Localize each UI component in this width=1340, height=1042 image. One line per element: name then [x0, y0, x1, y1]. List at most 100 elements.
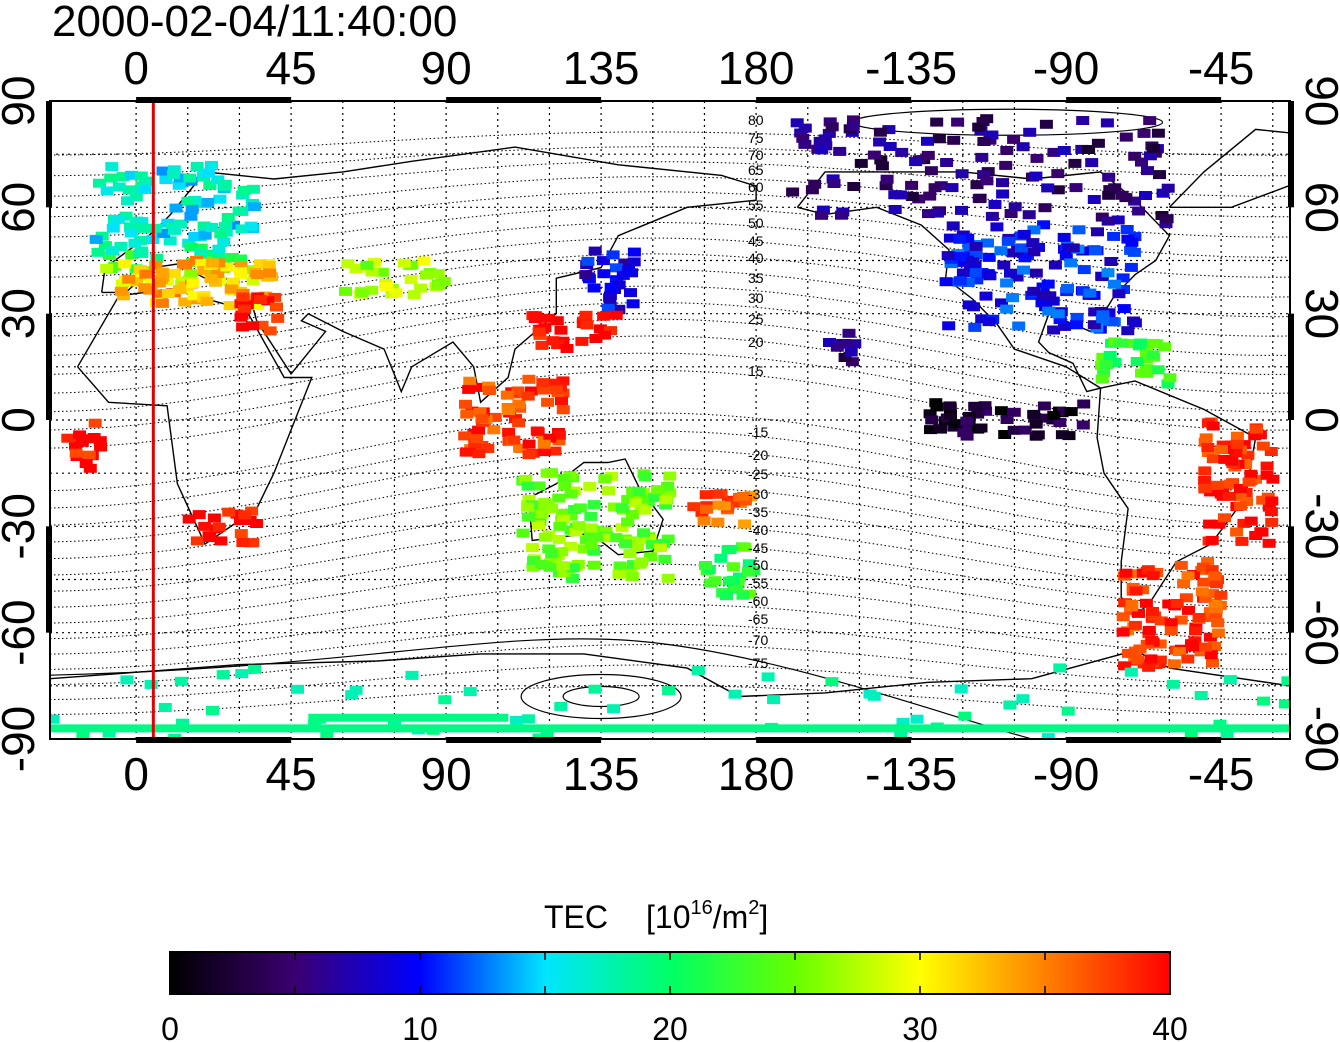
tec-point-south-america-south: [1205, 565, 1219, 575]
tec-point-australia: [643, 534, 657, 544]
colorbar-label: TEC: [544, 899, 608, 935]
tec-point-north-america: [968, 322, 982, 332]
tec-point-brazil-coast: [1215, 444, 1228, 454]
tec-point-brazil-coast: [1256, 441, 1270, 451]
tec-point-canada-alaska: [928, 183, 942, 193]
tec-point-africa-west: [94, 442, 108, 452]
tec-point-equatorial-pacific: [1047, 411, 1061, 420]
tec-point-south-america-south: [1170, 599, 1184, 608]
tec-point-equatorial-pacific: [1055, 430, 1069, 440]
tec-point-antarctica: [510, 716, 524, 725]
tec-point-southern-europe: [114, 286, 128, 296]
tec-point-europe: [138, 184, 152, 194]
tec-point-southern-europe: [118, 259, 132, 269]
tec-point-caribbean: [1158, 342, 1172, 352]
tec-point-equatorial-pacific: [1007, 425, 1021, 435]
tec-point-south-america-south: [1153, 655, 1167, 665]
tec-point-south-america-south: [1145, 635, 1159, 645]
tec-point-antarctica: [896, 717, 910, 727]
tec-point-north-america: [1012, 321, 1026, 331]
tec-point-australia: [555, 547, 569, 557]
tec-point-antarctica: [1194, 691, 1208, 700]
tec-point-southeast-asia: [512, 399, 526, 409]
tec-point-japan: [588, 246, 602, 256]
y-tick-label-left: 0: [0, 407, 44, 433]
tec-point-antarctica: [176, 718, 189, 728]
colorbar-unit-sup1: 16: [690, 897, 712, 919]
tec-point-southeast-asia: [521, 391, 535, 401]
tec-point-canada-alaska: [1047, 147, 1061, 157]
frame-stripe-left: [46, 101, 52, 208]
tec-point-north-america: [943, 233, 957, 243]
tec-point-japan: [603, 293, 617, 303]
tec-point-south-america-south: [1208, 571, 1222, 581]
tec-point-southern-africa: [212, 522, 226, 532]
tec-point-south-america-south: [1181, 654, 1195, 664]
tec-point-southern-europe: [176, 259, 190, 269]
tec-point-southeast-asia: [552, 430, 566, 440]
tec-point-antarctica: [1281, 676, 1290, 686]
tec-point-north-america: [1058, 321, 1071, 331]
tec-point-southern-europe: [204, 274, 218, 284]
x-tick-label-top: 90: [421, 42, 472, 94]
tec-point-europe: [123, 222, 137, 232]
tec-point-australia: [663, 471, 677, 481]
tec-point-north-america: [1001, 236, 1015, 246]
tec-point-brazil-coast: [1265, 517, 1279, 527]
x-tick-label-top: -135: [865, 42, 957, 94]
tec-point-canada-alaska: [1147, 143, 1160, 153]
tec-point-north-america: [956, 268, 970, 278]
tec-point-japan: [604, 282, 618, 292]
tec-point-brazil-coast: [1242, 477, 1256, 487]
tec-point-north-america: [1057, 232, 1071, 242]
tec-point-southeast-asia: [524, 386, 538, 396]
tec-point-europe: [184, 269, 198, 279]
tec-point-europe: [174, 219, 188, 229]
tec-point-central-asia: [365, 285, 379, 295]
tec-point-brazil-coast: [1239, 460, 1253, 469]
tec-point-europe: [122, 185, 136, 195]
tec-point-europe: [244, 221, 258, 231]
magnetic-contour-line: [50, 335, 1290, 413]
tec-point-tasman-pacific: [738, 519, 752, 529]
tec-point-southern-europe: [263, 268, 277, 278]
tec-point-north-america: [1101, 268, 1115, 278]
tec-point-north-america: [1027, 247, 1041, 257]
tec-point-north-america: [1006, 293, 1020, 303]
tec-point-north-america: [1087, 320, 1101, 330]
tec-point-europe: [108, 261, 122, 271]
colorbar-unit-mid: /m: [713, 899, 749, 935]
colorbar-tick-label: 20: [652, 1011, 688, 1042]
tec-point-equatorial-pacific: [1031, 430, 1045, 440]
tec-point-south-america-south: [1164, 618, 1178, 628]
tec-point-north-america: [1120, 225, 1134, 234]
tec-point-southeast-asia: [500, 390, 514, 400]
tec-point-australia: [615, 523, 629, 533]
tec-point-canada-alaska: [1068, 158, 1082, 168]
tec-point-brazil-coast: [1214, 489, 1228, 499]
tec-point-canada-alaska: [847, 115, 860, 125]
tec-point-south-america-south: [1204, 589, 1218, 599]
tec-point-north-america: [1035, 298, 1049, 308]
tec-point-brazil-coast: [1250, 424, 1263, 434]
tec-point-antarctica: [1166, 679, 1180, 689]
tec-point-europe: [157, 228, 171, 238]
y-tick-label-left: 90: [0, 75, 44, 126]
tec-point-australia: [605, 471, 619, 481]
tec-point-australia: [653, 543, 667, 553]
tec-point-brazil-coast: [1206, 421, 1220, 431]
tec-point-canada-alaska: [930, 117, 944, 127]
tec-point-south-america-south: [1211, 618, 1225, 628]
contour-label: -40: [748, 522, 768, 538]
tec-point-south-america-south: [1142, 625, 1156, 635]
tec-point-southern-europe: [139, 269, 153, 279]
contour-label: 40: [748, 250, 764, 266]
tec-point-new-zealand: [742, 559, 756, 569]
tec-point-brazil-coast: [1244, 469, 1258, 479]
tec-point-canada-alaska: [1023, 127, 1037, 137]
tec-point-southeast-asia: [459, 399, 472, 409]
tec-point-canada-alaska: [835, 210, 848, 220]
tec-point-middle-east: [271, 313, 285, 323]
frame-stripe-top: [446, 97, 602, 103]
tec-point-central-asia: [404, 275, 418, 284]
